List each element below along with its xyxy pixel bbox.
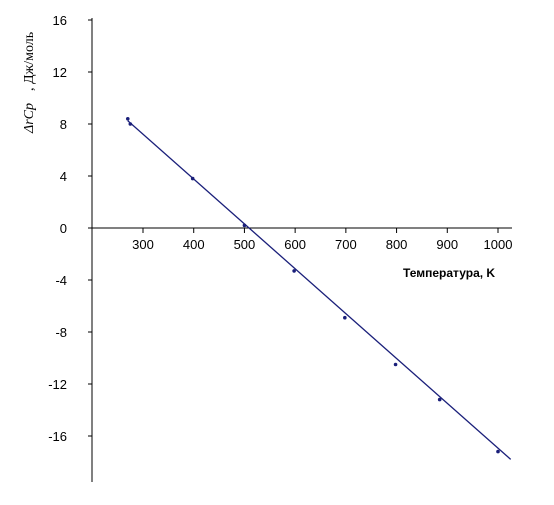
series-line <box>127 120 512 460</box>
data-point <box>125 117 130 121</box>
y-axis-label-main: ΔrCp <box>22 103 37 134</box>
y-tick-label: -12 <box>48 377 67 392</box>
y-tick-label: 8 <box>60 117 67 132</box>
x-tick-label: 600 <box>284 237 306 252</box>
x-tick-label: 900 <box>436 237 458 252</box>
y-tick-label: 12 <box>53 65 67 80</box>
y-tick-label: -16 <box>48 429 67 444</box>
x-tick-label: 1000 <box>484 237 513 252</box>
data-point <box>393 362 398 367</box>
x-axis-label: Температура, K <box>403 266 495 280</box>
data-point <box>292 269 296 273</box>
y-tick-label: 0 <box>60 221 67 236</box>
ticks: 16 12 8 4 0 -4 -8 -12 -16 300 400 500 600 700 800 900 10… <box>48 13 512 444</box>
y-tick-label: 16 <box>53 13 67 28</box>
y-tick-label: -4 <box>55 273 67 288</box>
axes <box>91 18 512 482</box>
y-axis-label-unit: , Дж/моль <box>22 32 37 91</box>
marks <box>125 117 512 460</box>
x-tick-label: 800 <box>386 237 408 252</box>
data-point <box>190 176 195 181</box>
x-tick-label: 500 <box>234 237 256 252</box>
x-tick-label: 300 <box>132 237 154 252</box>
y-tick-label: 4 <box>60 169 67 184</box>
data-point <box>343 315 347 320</box>
x-tick-label: 400 <box>183 237 205 252</box>
data-point <box>242 223 247 228</box>
x-tick-label: 700 <box>335 237 357 252</box>
data-point <box>128 122 133 126</box>
y-tick-label: -8 <box>55 325 67 340</box>
data-point <box>496 449 500 454</box>
y-axis-label-group: ΔrCp , Дж/моль <box>22 32 37 134</box>
data-point <box>437 397 442 402</box>
